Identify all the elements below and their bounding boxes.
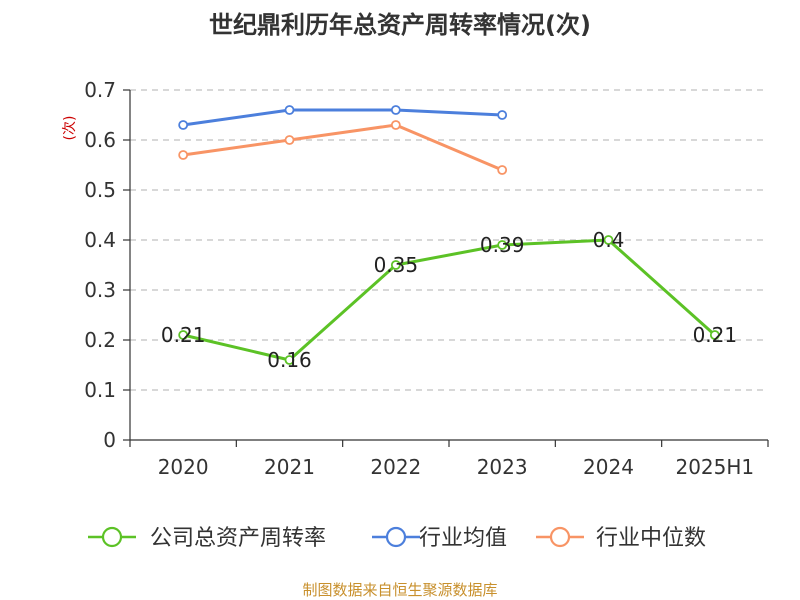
legend-label: 行业均值 <box>419 526 507 551</box>
data-point <box>603 235 614 245</box>
legend-marker <box>385 526 407 548</box>
data-point <box>497 240 508 250</box>
x-tick-label: 2025H1 <box>675 455 754 479</box>
y-tick-label: 0.4 <box>84 228 116 252</box>
y-tick-label: 0 <box>103 428 116 452</box>
legend-marker <box>101 526 123 548</box>
legend-label: 公司总资产周转率 <box>150 526 326 551</box>
y-tick-label: 0.3 <box>84 278 116 302</box>
y-axis-unit-label: (次) <box>62 116 78 141</box>
series-line <box>182 108 503 127</box>
chart-title: 世纪鼎利历年总资产周转率情况(次) <box>209 11 591 39</box>
series-layer <box>178 105 720 365</box>
data-point <box>390 105 401 115</box>
series-line <box>182 238 716 362</box>
legend-marker <box>549 526 571 548</box>
data-point <box>178 330 189 340</box>
x-tick-label: 2023 <box>477 455 528 479</box>
data-point <box>178 120 189 130</box>
data-label: 0.21 <box>161 323 206 347</box>
data-point <box>284 355 295 365</box>
data-point <box>284 135 295 145</box>
data-point <box>178 150 189 160</box>
series-0 <box>178 235 720 365</box>
series-2 <box>178 120 508 175</box>
legend: 公司总资产周转率 行业均值 行业中位数 <box>88 526 706 551</box>
axes: 0 0.1 0.2 0.3 0.4 0.5 0.6 0.7 2020 2021 2022 2023 20… <box>84 78 769 479</box>
data-point <box>497 110 508 120</box>
grid-lines <box>130 89 768 391</box>
data-point <box>390 260 401 270</box>
data-point <box>390 120 401 130</box>
legend-item: 行业中位数 <box>536 526 706 551</box>
series-line <box>182 123 503 172</box>
data-label: 0.4 <box>593 228 625 252</box>
y-tick-label: 0.1 <box>84 378 116 402</box>
x-tick-label: 2024 <box>583 455 634 479</box>
data-labels: 0.21 0.16 0.35 0.39 0.4 0.21 <box>161 228 737 372</box>
legend-item: 公司总资产周转率 <box>88 526 326 551</box>
legend-label: 行业中位数 <box>596 526 706 551</box>
series-1 <box>178 105 508 130</box>
y-tick-label: 0.6 <box>84 128 116 152</box>
data-point <box>284 105 295 115</box>
data-point <box>709 330 720 340</box>
source-note: 制图数据来自恒生聚源数据库 <box>302 581 497 599</box>
y-tick-label: 0.7 <box>84 78 116 102</box>
x-tick-label: 2020 <box>158 455 209 479</box>
data-label: 0.35 <box>374 253 419 277</box>
y-tick-label: 0.5 <box>84 178 116 202</box>
x-tick-label: 2022 <box>370 455 421 479</box>
data-label: 0.21 <box>693 323 738 347</box>
data-label: 0.16 <box>267 348 312 372</box>
data-label: 0.39 <box>480 233 525 257</box>
legend-item: 行业均值 <box>372 526 507 551</box>
data-point <box>497 165 508 175</box>
x-tick-label: 2021 <box>264 455 315 479</box>
y-tick-label: 0.2 <box>84 328 116 352</box>
